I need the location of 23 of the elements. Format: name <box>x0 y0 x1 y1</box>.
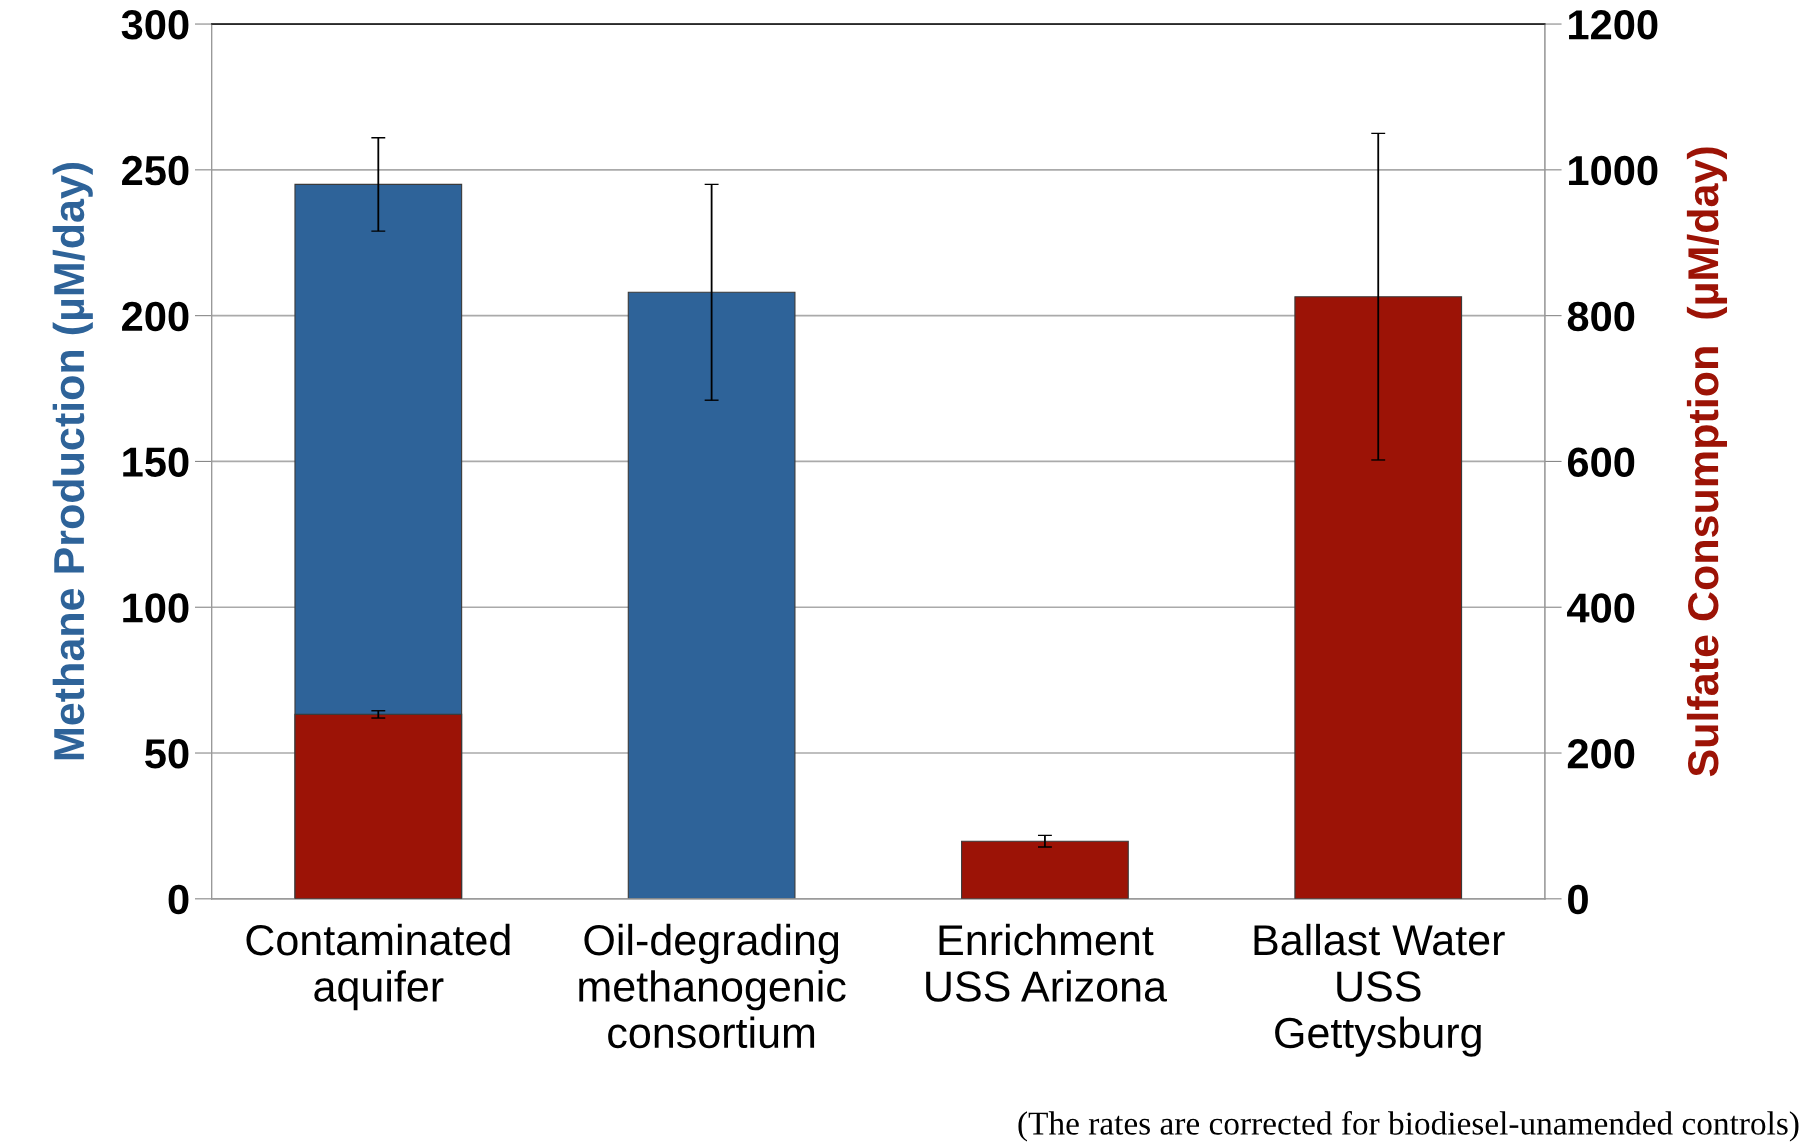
y2-axis-title: Sulfate Consumption (µM/day) <box>1686 147 1728 777</box>
y2-tick-label: 800 <box>1567 301 1635 332</box>
x-tick-label: Enrichment USS Arizona <box>926 923 1167 1002</box>
y-tick-label: 100 <box>123 593 189 623</box>
y-tick-label: 150 <box>123 447 189 477</box>
y2-tick-label: 1200 <box>1569 10 1658 40</box>
y2-tick-label: 600 <box>1567 447 1635 477</box>
bar <box>961 840 1129 899</box>
x-tick-label: Oil-degrading methanogenic consortium <box>579 923 846 1049</box>
y-tick-label: 300 <box>121 10 189 40</box>
x-tick-label: Ballast Water USS Gettysburg <box>1254 923 1505 1057</box>
y2-tick-label: 1000 <box>1569 155 1658 186</box>
y-tick-label: 250 <box>122 155 189 186</box>
y-tick-label: 50 <box>145 739 189 769</box>
y-tick-label: 200 <box>122 301 189 332</box>
y2-tick-label: 200 <box>1567 739 1635 769</box>
y2-tick-label: 0 <box>1568 884 1588 915</box>
y-tick-label: 0 <box>168 884 189 915</box>
bar <box>1294 296 1463 899</box>
x-tick-label: Contaminated aquifer <box>246 923 510 1011</box>
y2-tick-label: 400 <box>1567 593 1635 623</box>
y-axis-title: Methane Production (µM/day) <box>52 162 93 760</box>
text: (The rates are corrected for biodiesel-unamended controls) <box>1018 1111 1799 1142</box>
